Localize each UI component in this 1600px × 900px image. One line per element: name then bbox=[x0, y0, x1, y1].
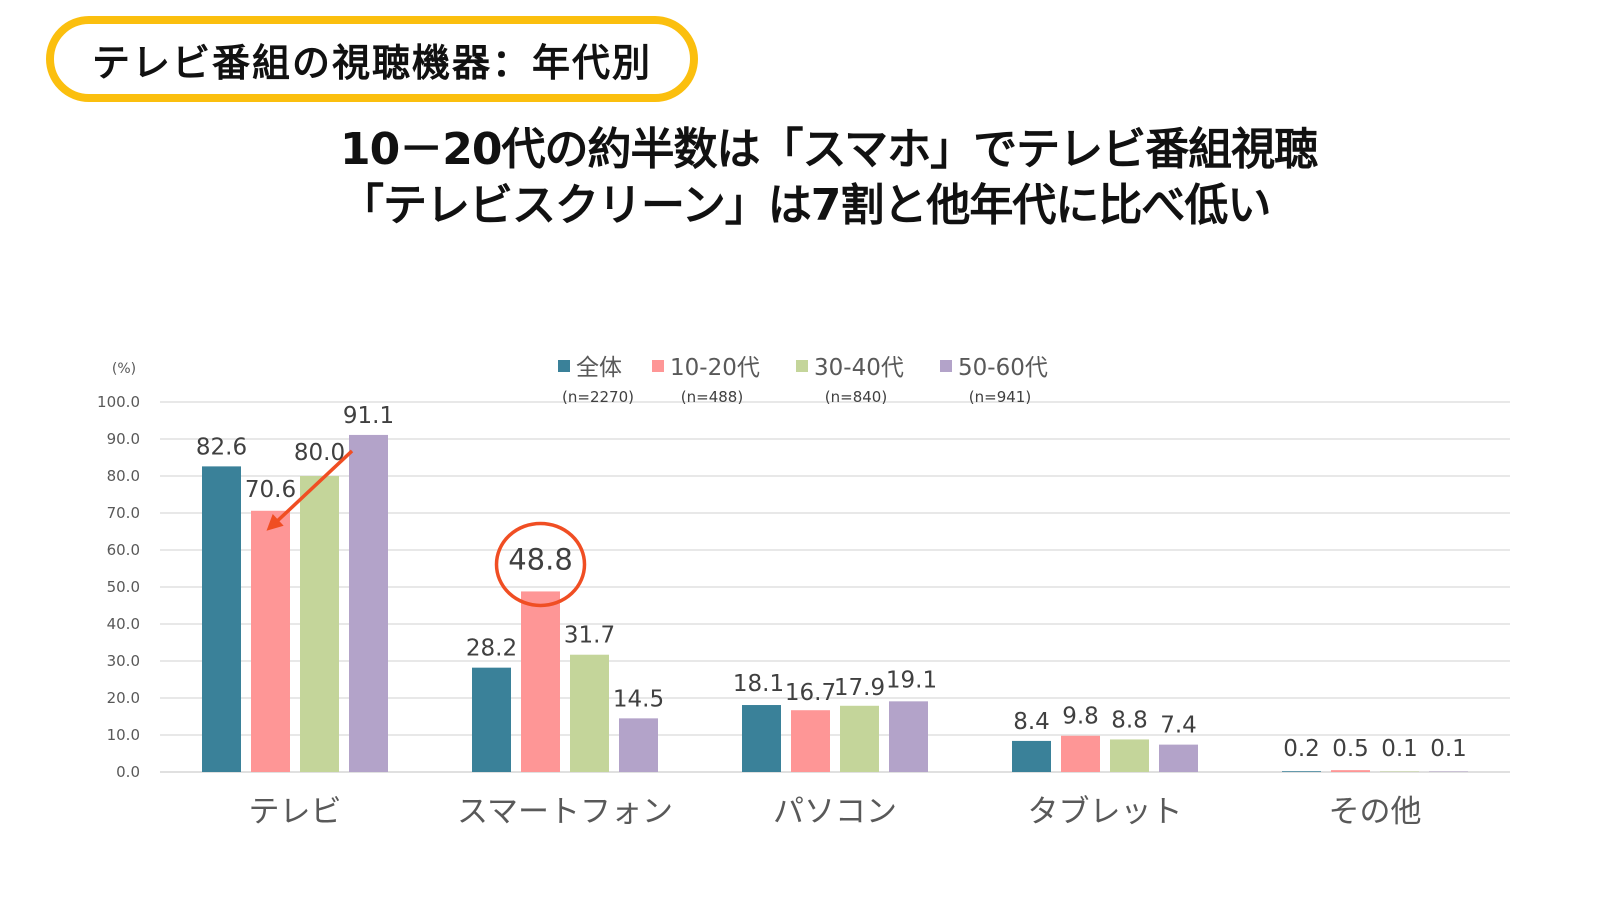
data-label: 0.2 bbox=[1283, 736, 1320, 762]
y-tick-label: 50.0 bbox=[107, 578, 140, 596]
bar bbox=[1331, 770, 1370, 772]
data-label: 19.1 bbox=[886, 667, 937, 693]
data-label: 31.7 bbox=[564, 623, 615, 649]
headline-line-1: 10－20代の約半数は「スマホ」でテレビ番組視聴 bbox=[340, 124, 1318, 175]
y-tick-label: 20.0 bbox=[107, 689, 140, 707]
legend-label: 10-20代 bbox=[670, 355, 760, 381]
data-label: 70.6 bbox=[245, 477, 296, 503]
arrow-head-icon bbox=[266, 514, 284, 531]
bar bbox=[1429, 771, 1468, 772]
bar bbox=[349, 434, 388, 772]
annotations bbox=[266, 449, 587, 608]
data-label: 8.8 bbox=[1111, 707, 1148, 733]
bars bbox=[202, 434, 1468, 772]
data-label: 17.9 bbox=[834, 675, 885, 701]
bar bbox=[1282, 771, 1321, 772]
y-tick-label: 10.0 bbox=[107, 726, 140, 744]
category-label: パソコン bbox=[773, 794, 897, 830]
y-tick-label: 30.0 bbox=[107, 652, 140, 670]
legend-swatch bbox=[940, 360, 952, 372]
bar bbox=[570, 654, 609, 772]
annotation-arrow bbox=[275, 449, 354, 524]
category-label: テレビ bbox=[249, 794, 342, 830]
data-label: 7.4 bbox=[1160, 713, 1197, 739]
category-label: タブレット bbox=[1028, 794, 1183, 830]
legend-sample-size: (n=2270) bbox=[562, 388, 634, 406]
legend-label: 50-60代 bbox=[958, 355, 1048, 381]
y-axis-ticks: (%) 0.0 10.0 20.0 30.0 40.0 50.0 60.0 70.0 80.0 90… bbox=[97, 361, 140, 781]
data-label: 0.5 bbox=[1332, 736, 1369, 762]
legend: 全体 (n=2270) 10-20代 (n=488) 30-40代 (n=840) 50-6… bbox=[558, 355, 1048, 406]
bar bbox=[472, 667, 511, 772]
y-tick-label: 70.0 bbox=[107, 504, 140, 522]
legend-swatch bbox=[652, 360, 664, 372]
legend-swatch bbox=[796, 360, 808, 372]
bar bbox=[521, 591, 560, 772]
bar bbox=[300, 476, 339, 772]
data-label: 80.0 bbox=[294, 440, 345, 466]
data-label: 48.8 bbox=[508, 542, 573, 576]
data-label: 0.1 bbox=[1430, 736, 1467, 762]
bar bbox=[791, 710, 830, 772]
headline-line-2: 「テレビスクリーン」は7割と他年代に比べ低い bbox=[340, 180, 1271, 231]
legend-label: 30-40代 bbox=[814, 355, 904, 381]
legend-label: 全体 bbox=[576, 355, 622, 381]
y-tick-label: 0.0 bbox=[116, 763, 140, 781]
category-label: その他 bbox=[1329, 794, 1422, 830]
headline: 10－20代の約半数は「スマホ」でテレビ番組視聴 「テレビスクリーン」は7割と他… bbox=[340, 122, 1340, 234]
bar bbox=[619, 718, 658, 772]
bar bbox=[840, 705, 879, 772]
y-axis-unit-label: (%) bbox=[112, 361, 136, 377]
data-label: 14.5 bbox=[613, 686, 664, 712]
y-tick-label: 90.0 bbox=[107, 430, 140, 448]
bar bbox=[742, 705, 781, 772]
data-label: 9.8 bbox=[1062, 704, 1099, 730]
bar bbox=[1110, 739, 1149, 772]
legend-sample-size: (n=941) bbox=[969, 388, 1031, 406]
category-label: スマートフォン bbox=[457, 794, 673, 830]
data-label: 16.7 bbox=[785, 680, 836, 706]
data-label: 18.1 bbox=[733, 671, 784, 697]
y-tick-label: 60.0 bbox=[107, 541, 140, 559]
legend-sample-size: (n=488) bbox=[681, 388, 743, 406]
data-label: 28.2 bbox=[466, 636, 517, 662]
bar bbox=[1061, 735, 1100, 772]
title-badge: テレビ番組の視聴機器：年代別 bbox=[46, 16, 698, 102]
data-label: 82.6 bbox=[196, 434, 247, 460]
data-label: 91.1 bbox=[343, 403, 394, 429]
data-labels: 82.6 70.6 80.0 91.1 28.2 48.8 31.7 14.5 18.1 16.7… bbox=[196, 403, 1467, 762]
y-tick-label: 100.0 bbox=[97, 393, 140, 411]
badge-title: テレビ番組の視聴機器：年代別 bbox=[91, 40, 652, 85]
bar bbox=[251, 510, 290, 772]
bar bbox=[1012, 740, 1051, 772]
data-label: 8.4 bbox=[1013, 709, 1050, 735]
y-tick-label: 80.0 bbox=[107, 467, 140, 485]
legend-swatch bbox=[558, 360, 570, 372]
highlight-circle bbox=[494, 521, 587, 608]
y-tick-label: 40.0 bbox=[107, 615, 140, 633]
category-labels: テレビ スマートフォン パソコン タブレット その他 bbox=[249, 794, 1422, 830]
bar bbox=[1380, 771, 1419, 772]
data-label: 0.1 bbox=[1381, 736, 1418, 762]
bar bbox=[202, 466, 241, 772]
bar bbox=[889, 701, 928, 772]
legend-sample-size: (n=840) bbox=[825, 388, 887, 406]
bar bbox=[1159, 744, 1198, 772]
